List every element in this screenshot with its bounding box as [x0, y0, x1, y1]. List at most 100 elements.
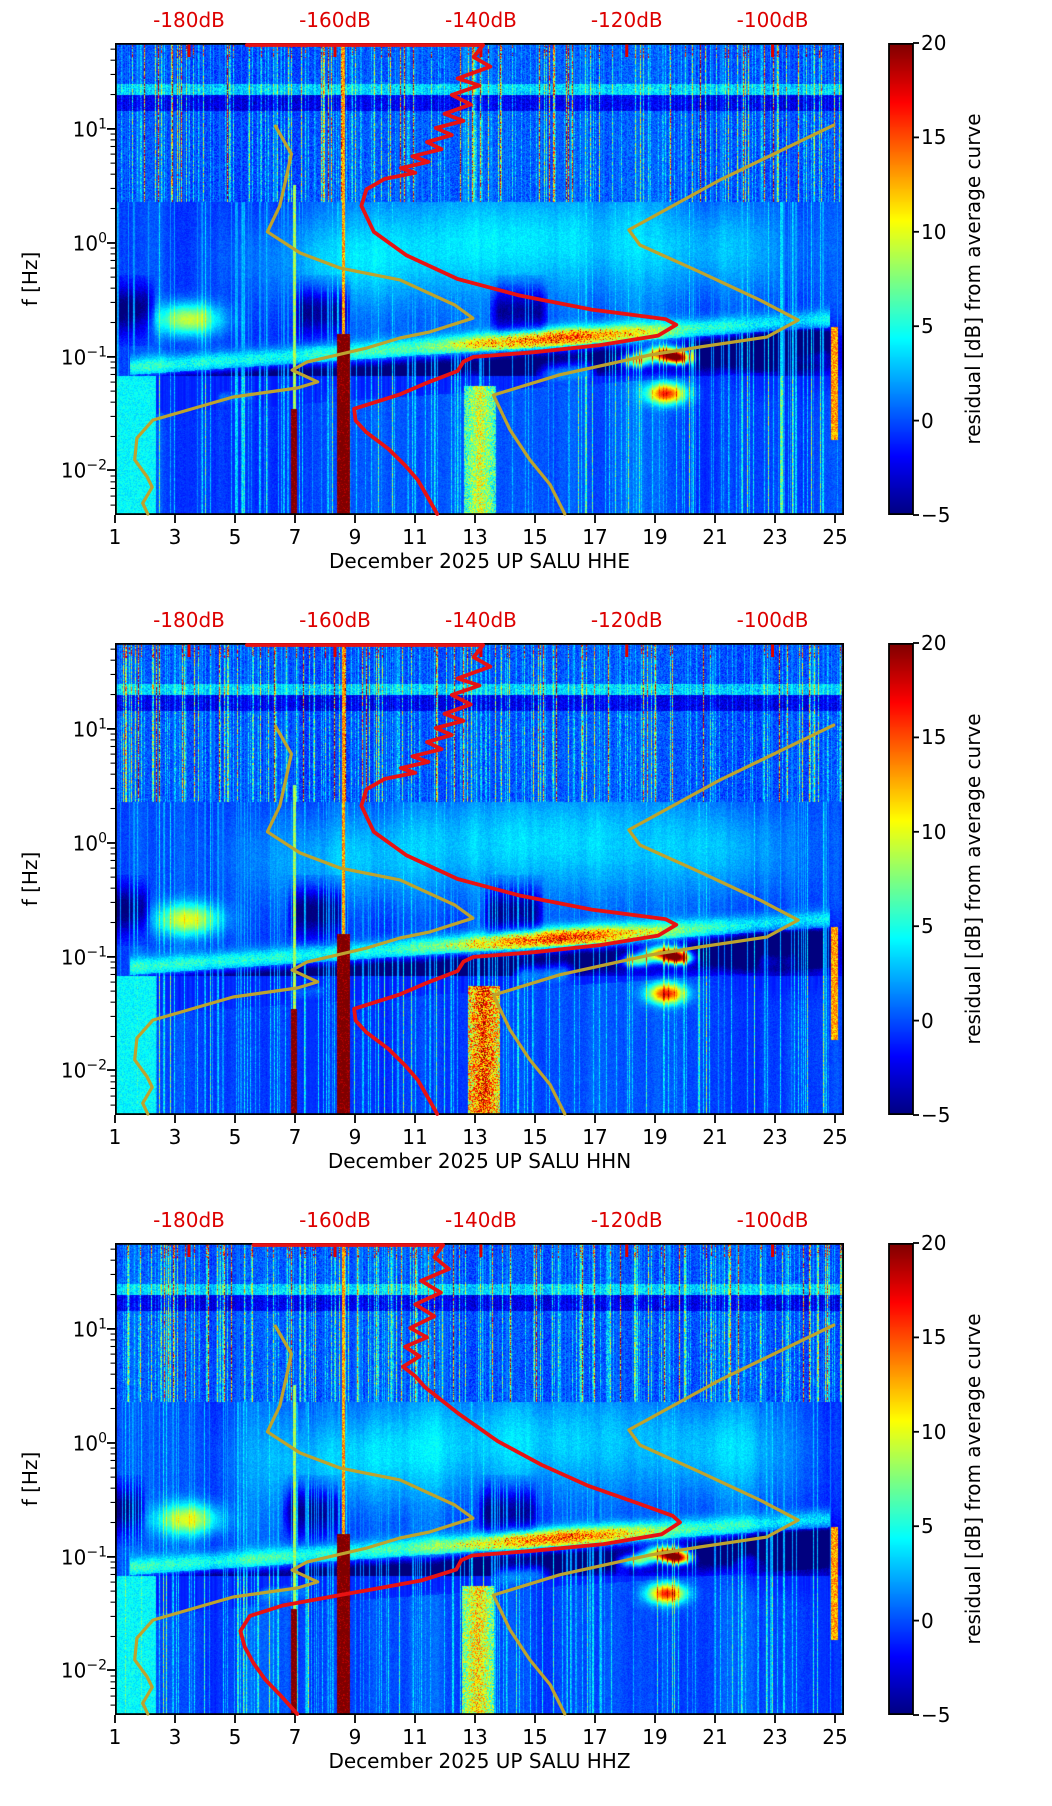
colorbar: [889, 1243, 913, 1715]
top-db-label: -100dB: [736, 1208, 809, 1232]
x-tick-label: 15: [522, 1725, 548, 1749]
yellow-envelope-right-curve: [491, 123, 836, 516]
x-tick-label: 23: [762, 1725, 788, 1749]
top-db-label: -100dB: [736, 8, 809, 32]
x-tick-label: 25: [822, 1125, 848, 1149]
yellow-envelope-left-curve: [133, 1324, 475, 1716]
top-db-label: -140dB: [445, 8, 517, 32]
colorbar-tick-label: 15: [921, 125, 947, 150]
x-tick-label: 13: [462, 525, 488, 549]
colorbar-tick-label: 20: [921, 1231, 947, 1255]
y-axis-label: f [Hz]: [18, 851, 42, 907]
x-tick-label: 13: [462, 1125, 488, 1149]
top-db-label: -160dB: [299, 1208, 371, 1232]
x-tick-label: 21: [702, 525, 728, 549]
x-tick-label: 19: [642, 1125, 668, 1149]
curves-overlay: [107, 42, 919, 523]
x-tick-label: 9: [348, 1125, 362, 1149]
y-tick-label: 100: [72, 230, 107, 256]
red-median-psd-curve: [244, 43, 679, 516]
x-tick-label: 19: [642, 1725, 668, 1749]
spectrogram-panel-hhe: f [Hz] December 2025 UP SALU HHE residua…: [0, 0, 1052, 600]
top-db-label: -180dB: [153, 608, 225, 632]
x-tick-label: 23: [762, 1125, 788, 1149]
plot-border: [114, 642, 845, 1116]
colorbar-tick-label: 0: [921, 408, 934, 433]
yellow-envelope-right-curve: [491, 1323, 836, 1716]
colorbar-tick-label: 10: [921, 219, 947, 244]
colorbar-tick-label: 5: [921, 914, 934, 939]
y-tick-label: 101: [72, 1316, 107, 1342]
spectrogram-canvas: [115, 1243, 844, 1715]
colorbar-border: [888, 1242, 914, 1716]
x-tick-label: 5: [228, 1725, 242, 1749]
plot-border: [114, 42, 845, 516]
x-tick-label: 7: [288, 525, 302, 549]
top-db-label: -160dB: [299, 608, 371, 632]
yellow-envelope-left-curve: [133, 124, 475, 516]
x-axis-title: December 2025 UP SALU HHZ: [328, 1749, 631, 1773]
x-tick-label: 11: [402, 1725, 428, 1749]
colorbar-tick-label: 5: [921, 314, 934, 339]
colorbar-label: residual [dB] from average curve: [961, 713, 985, 1045]
x-tick-label: 9: [348, 525, 362, 549]
colorbar: [889, 643, 913, 1115]
colorbar-label: residual [dB] from average curve: [961, 1313, 985, 1645]
x-tick-label: 11: [402, 525, 428, 549]
yellow-envelope-right-curve: [491, 723, 836, 1116]
plot-border: [114, 1242, 845, 1716]
top-db-label: -180dB: [153, 8, 225, 32]
x-tick-label: 1: [108, 1125, 122, 1149]
curves-overlay: [107, 1242, 919, 1723]
colorbar-tick-label: 0: [921, 1008, 934, 1033]
y-tick-label: 101: [72, 116, 107, 142]
y-tick-label: 10−2: [60, 457, 107, 483]
x-tick-label: 17: [582, 525, 608, 549]
y-axis-label: f [Hz]: [18, 1451, 42, 1507]
spectrogram-panel-hhz: f [Hz] December 2025 UP SALU HHZ residua…: [0, 1200, 1052, 1800]
colorbar-tick-label: 10: [921, 1419, 947, 1444]
spectrogram-canvas: [115, 643, 844, 1115]
x-tick-label: 21: [702, 1125, 728, 1149]
x-tick-label: 15: [522, 525, 548, 549]
yellow-envelope-left-curve: [133, 724, 475, 1116]
red-median-psd-curve: [238, 1243, 682, 1716]
y-axis-label: f [Hz]: [18, 251, 42, 307]
x-tick-label: 21: [702, 1725, 728, 1749]
spectrogram-canvas: [115, 43, 844, 515]
colorbar-tick-label: 10: [921, 819, 947, 844]
x-axis-title: December 2025 UP SALU HHN: [327, 1149, 632, 1173]
x-tick-label: 5: [228, 1125, 242, 1149]
y-tick-label: 100: [72, 1430, 107, 1456]
red-median-psd-curve: [244, 643, 679, 1116]
colorbar-tick-label: 20: [921, 631, 947, 655]
top-db-label: -160dB: [299, 8, 371, 32]
x-tick-label: 3: [168, 1725, 182, 1749]
colorbar-tick-label: 15: [921, 1325, 947, 1350]
top-db-label: -120dB: [590, 8, 663, 32]
x-tick-label: 1: [108, 525, 122, 549]
x-tick-label: 3: [168, 1125, 182, 1149]
y-tick-label: 10−2: [60, 1657, 107, 1683]
x-tick-label: 25: [822, 1725, 848, 1749]
x-tick-label: 25: [822, 525, 848, 549]
y-tick-label: 10−1: [60, 344, 107, 370]
x-tick-label: 7: [288, 1725, 302, 1749]
colorbar-tick-label: −5: [921, 1703, 951, 1727]
spectrogram-panel-hhn: f [Hz] December 2025 UP SALU HHN residua…: [0, 600, 1052, 1200]
top-db-label: -140dB: [445, 608, 517, 632]
colorbar-tick-label: 5: [921, 1514, 934, 1539]
x-tick-label: 7: [288, 1125, 302, 1149]
x-tick-label: 13: [462, 1725, 488, 1749]
y-tick-label: 101: [72, 716, 107, 742]
top-db-label: -100dB: [736, 608, 809, 632]
top-db-label: -120dB: [590, 1208, 663, 1232]
colorbar-tick-label: 20: [921, 31, 947, 55]
y-tick-label: 10−1: [60, 944, 107, 970]
x-axis-title: December 2025 UP SALU HHE: [329, 549, 630, 573]
top-db-label: -140dB: [445, 1208, 517, 1232]
y-tick-label: 10−1: [60, 1544, 107, 1570]
x-tick-label: 19: [642, 525, 668, 549]
colorbar: [889, 43, 913, 515]
